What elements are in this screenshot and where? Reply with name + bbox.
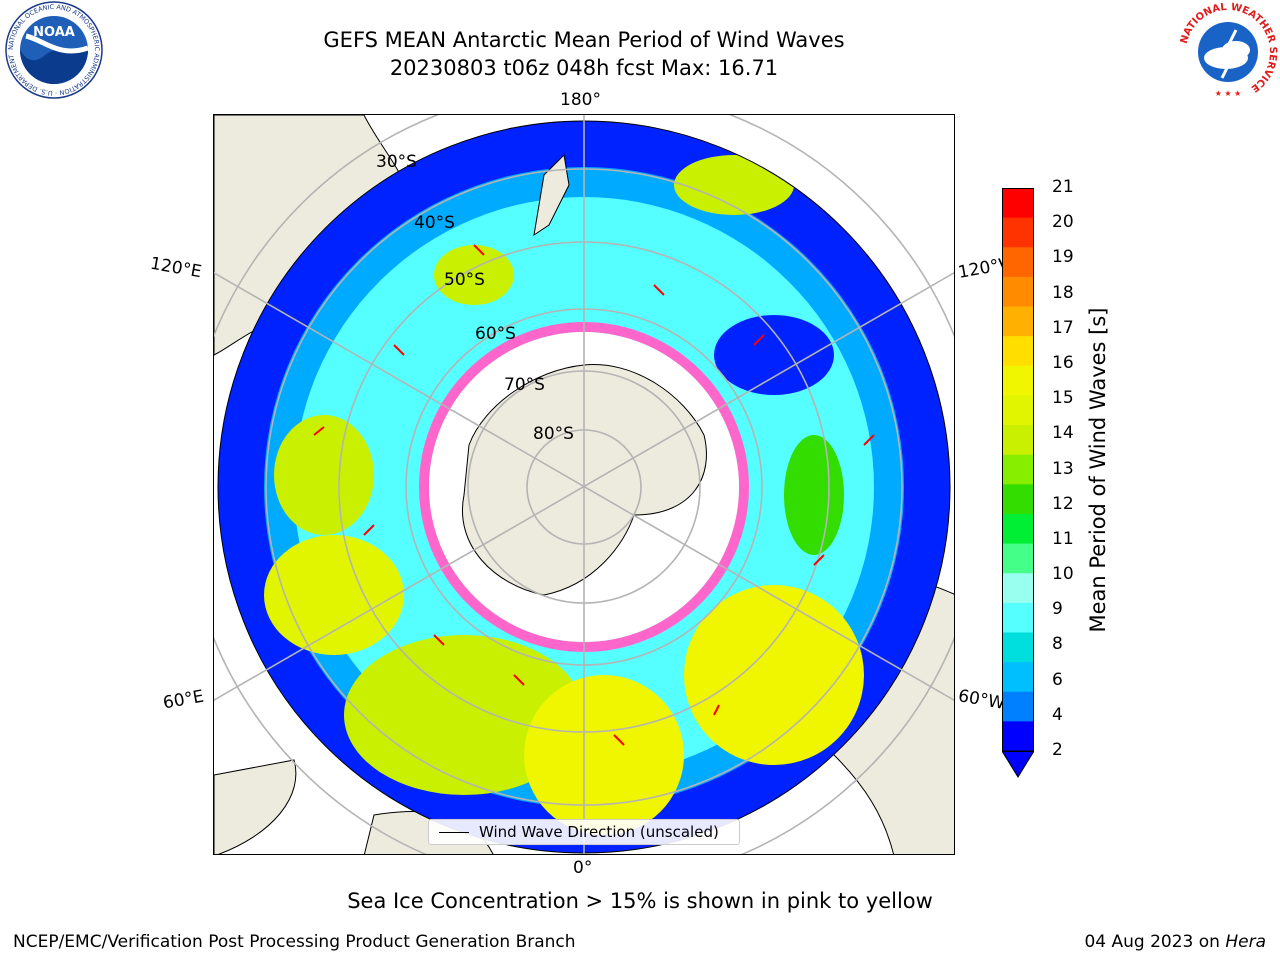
- colorbar-segment: [1002, 484, 1034, 515]
- lat-label-40s: 40°S: [414, 213, 455, 233]
- map-legend: Wind Wave Direction (unscaled): [428, 819, 740, 845]
- legend-label: Wind Wave Direction (unscaled): [479, 823, 719, 841]
- colorbar-segment: [1002, 365, 1034, 396]
- host-name: Hera: [1225, 932, 1266, 952]
- wave-field-blob: [524, 675, 684, 835]
- lat-label-50s: 50°S: [444, 270, 485, 290]
- sea-ice-note: Sea Ice Concentration > 15% is shown in …: [347, 889, 933, 913]
- colorbar-segment: [1002, 276, 1034, 308]
- colorbar-segment: [1002, 188, 1034, 219]
- colorbar-tick-label: 19: [1052, 247, 1074, 268]
- chart-title: GEFS MEAN Antarctic Mean Period of Wind …: [323, 28, 845, 52]
- colorbar-tick-label: 6: [1052, 669, 1063, 690]
- colorbar-tick-label: 13: [1052, 458, 1074, 479]
- colorbar-label: Mean Period of Wind Waves [s]: [1086, 307, 1110, 633]
- map-canvas: [214, 115, 954, 854]
- colorbar-segment: [1002, 573, 1034, 604]
- chart-subtitle: 20230803 t06z 048h fcst Max: 16.71: [389, 56, 779, 80]
- wave-field-blob: [714, 315, 834, 395]
- colorbar-segment: [1002, 632, 1034, 663]
- credit-text: NCEP/EMC/Verification Post Processing Pr…: [13, 932, 576, 952]
- wave-field-blob: [274, 415, 374, 535]
- colorbar-segment: [1002, 454, 1034, 485]
- nws-logo: NATIONAL WEATHER SERVICE ★ ★ ★: [1179, 2, 1278, 100]
- legend-line-swatch: [439, 832, 469, 833]
- colorbar-tick-label: 14: [1052, 423, 1074, 444]
- lon-label-180: 180°: [560, 90, 601, 110]
- colorbar-tick-label: 10: [1052, 564, 1074, 585]
- svg-text:NOAA: NOAA: [33, 25, 75, 40]
- colorbar-tick-label: 12: [1052, 493, 1074, 514]
- map-panel: [213, 114, 955, 855]
- colorbar-segment: [1002, 425, 1034, 456]
- lat-label-30s: 30°S: [376, 152, 417, 172]
- wave-field-blob: [264, 535, 404, 655]
- colorbar-tick-label: 8: [1052, 634, 1063, 655]
- colorbar-tick-label: 11: [1052, 528, 1074, 549]
- noaa-logo: NATIONAL OCEANIC AND ATMOSPHERIC ADMINIS…: [4, 0, 103, 99]
- wave-field-blob: [434, 245, 514, 305]
- colorbar-tick-label: 16: [1052, 352, 1074, 373]
- colorbar-tick-label: 2: [1052, 740, 1063, 760]
- lon-label-120e: 120°E: [148, 253, 204, 283]
- lon-label-60e: 60°E: [161, 686, 206, 714]
- lon-label-0: 0°: [573, 858, 593, 878]
- colorbar-tick-label: 17: [1052, 317, 1074, 338]
- colorbar-segment: [1002, 336, 1034, 367]
- colorbar-segment: [1002, 662, 1034, 693]
- date-text: 04 Aug 2023 on Hera: [1084, 932, 1266, 952]
- colorbar-tick-label: 20: [1052, 212, 1074, 233]
- wave-field-blob: [684, 585, 864, 765]
- colorbar-tick-label: 4: [1052, 704, 1063, 725]
- lat-label-80s: 80°S: [533, 424, 574, 444]
- lat-label-60s: 60°S: [475, 324, 516, 344]
- wave-field-blob: [784, 435, 844, 555]
- colorbar-segment: [1002, 543, 1034, 574]
- colorbar-extend-triangle: [1002, 750, 1034, 778]
- colorbar-segment: [1002, 602, 1034, 633]
- colorbar-segment: [1002, 513, 1034, 545]
- colorbar-segment: [1002, 691, 1034, 722]
- colorbar-segment: [1002, 217, 1034, 248]
- colorbar-segment: [1002, 395, 1034, 426]
- new-zealand-land: [533, 153, 570, 237]
- colorbar-segment: [1002, 247, 1034, 278]
- colorbar-segment: [1002, 721, 1034, 752]
- wave-field-blob: [674, 155, 794, 215]
- colorbar: [1002, 188, 1034, 778]
- colorbar-tick-label: 15: [1052, 388, 1074, 409]
- lon-label-60w: 60°W: [956, 686, 1007, 714]
- colorbar-segment: [1002, 306, 1034, 337]
- svg-text:★ ★ ★: ★ ★ ★: [1215, 89, 1242, 98]
- colorbar-tick-label: 21: [1052, 177, 1074, 197]
- colorbar-tick-label: 9: [1052, 599, 1063, 620]
- wind-wave-arrows: [313, 244, 875, 746]
- colorbar-tick-label: 18: [1052, 282, 1074, 303]
- graticule: [214, 115, 954, 854]
- africa-land: [214, 759, 297, 854]
- lat-label-70s: 70°S: [504, 375, 545, 395]
